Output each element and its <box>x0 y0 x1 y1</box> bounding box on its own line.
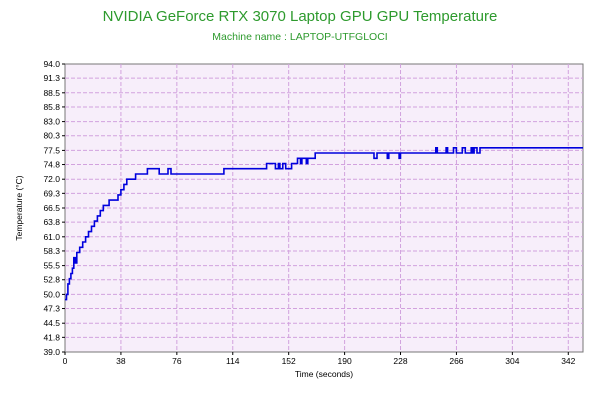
y-tick-label: 80.3 <box>43 131 60 141</box>
y-axis-label: Temperature (°C) <box>14 175 24 240</box>
y-tick-label: 52.8 <box>43 275 60 285</box>
x-tick-label: 0 <box>63 356 68 366</box>
chart-subtitle: Machine name : LAPTOP-UTFGLOCI <box>212 31 388 43</box>
y-tick-label: 72.0 <box>43 174 60 184</box>
x-tick-label: 38 <box>116 356 126 366</box>
x-tick-label: 76 <box>172 356 182 366</box>
y-tick-label: 58.3 <box>43 246 60 256</box>
y-tick-label: 69.3 <box>43 188 60 198</box>
y-tick-label: 85.8 <box>43 102 60 112</box>
y-tick-label: 94.0 <box>43 59 60 69</box>
x-tick-label: 304 <box>505 356 519 366</box>
y-axis-ticks: 39.0 41.8 44.5 47.3 50.0 52.8 55.5 58.3 61.0 63.8… <box>43 59 65 357</box>
x-tick-label: 114 <box>226 356 240 366</box>
x-axis-ticks: 0 38 76 114 152 190 228 266 304 342 <box>63 352 576 366</box>
y-tick-label: 88.5 <box>43 88 60 98</box>
x-tick-label: 266 <box>449 356 463 366</box>
x-tick-label: 152 <box>282 356 296 366</box>
y-tick-label: 77.5 <box>43 145 60 155</box>
y-tick-label: 41.8 <box>43 332 60 342</box>
x-tick-label: 228 <box>393 356 407 366</box>
y-tick-label: 39.0 <box>43 347 60 357</box>
y-tick-label: 74.8 <box>43 160 60 170</box>
y-tick-label: 50.0 <box>43 289 60 299</box>
x-tick-label: 342 <box>561 356 575 366</box>
y-tick-label: 61.0 <box>43 232 60 242</box>
grid-lines <box>65 64 583 352</box>
y-tick-label: 44.5 <box>43 318 60 328</box>
x-axis-label: Time (seconds) <box>295 369 353 379</box>
y-tick-label: 55.5 <box>43 261 60 271</box>
series-line-gpu-temperature <box>65 147 583 301</box>
x-tick-label: 190 <box>338 356 352 366</box>
y-tick-label: 66.5 <box>43 203 60 213</box>
y-tick-label: 63.8 <box>43 217 60 227</box>
y-tick-label: 83.0 <box>43 117 60 127</box>
y-tick-label: 47.3 <box>43 304 60 314</box>
chart-title: NVIDIA GeForce RTX 3070 Laptop GPU GPU T… <box>102 8 498 25</box>
y-tick-label: 91.3 <box>43 73 60 83</box>
